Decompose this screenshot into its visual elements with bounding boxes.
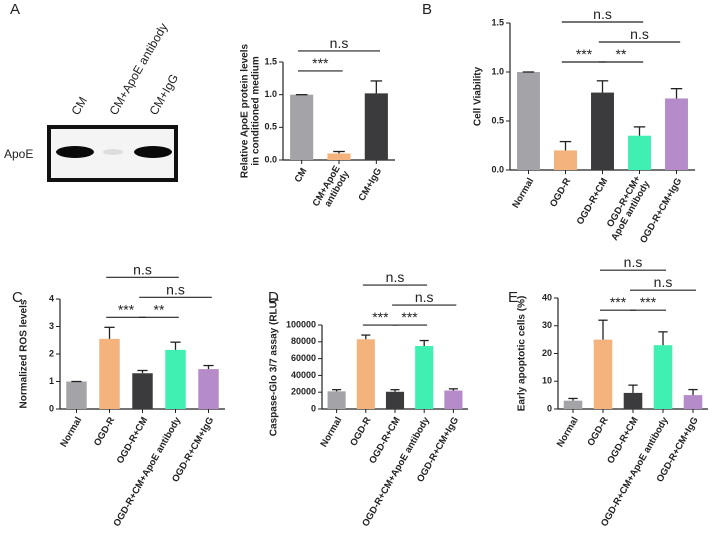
x-tick-label: OGD-R	[585, 415, 610, 448]
bar	[327, 391, 346, 409]
x-tick-label: CM+IgG	[357, 166, 385, 203]
y-tick-label: 1.0	[491, 66, 504, 76]
y-axis-title: Cell Viability	[473, 66, 484, 126]
western-blot: CM CM+ApoE antibody CM+IgG ApoE	[4, 21, 181, 182]
comparison-label: n.s	[386, 269, 405, 285]
bar	[444, 390, 463, 409]
comparison-label: ***	[372, 309, 389, 325]
comparison-label: n.s	[330, 35, 349, 51]
comparison-label: n.s	[166, 281, 185, 297]
x-tick-label: OGD-R+CM	[575, 176, 611, 227]
bar	[198, 369, 219, 409]
blot-band	[134, 146, 172, 158]
x-tick-label: Normal	[555, 415, 581, 449]
comparison-label: ***	[118, 301, 135, 317]
bar	[66, 381, 87, 409]
x-tick-label: OGD-R	[548, 176, 573, 209]
bar	[554, 150, 577, 170]
lane-label: CM	[68, 94, 89, 117]
x-tick-label: Normal	[318, 415, 344, 449]
y-tick-label: 1	[49, 376, 54, 386]
y-tick-label: 2	[49, 348, 54, 358]
y-axis-title: Caspase-Glo 3/7 assay (RLU)	[269, 298, 280, 436]
bar	[517, 72, 540, 170]
panel-label: A	[10, 1, 20, 18]
bar	[628, 135, 651, 170]
bar	[665, 98, 688, 170]
y-tick-label: 20000	[291, 387, 316, 397]
blot-band	[56, 146, 94, 158]
bar	[563, 400, 583, 409]
y-tick-label: 10	[542, 376, 552, 386]
y-tick-label: 30	[542, 320, 552, 330]
bar	[290, 94, 314, 160]
y-tick-label: 100000	[286, 319, 316, 329]
comparison-label: ***	[401, 309, 418, 325]
lane-label: CM+IgG	[146, 72, 181, 118]
x-tick-label: OGD-R	[92, 415, 117, 448]
y-tick-label: 0	[311, 403, 316, 413]
bar	[99, 338, 120, 409]
y-tick-label: 1.0	[264, 89, 277, 99]
blot-band	[103, 149, 123, 155]
comparison-label: n.s	[133, 261, 152, 277]
y-tick-label: 0.0	[264, 154, 277, 164]
bar	[623, 392, 643, 409]
comparison-label: **	[154, 301, 165, 317]
y-axis-title: Early apoptotic cells (%)	[517, 296, 528, 412]
y-axis-title: Relative ApoE protein levelsin condition…	[239, 44, 261, 179]
y-tick-label: 3	[49, 321, 54, 331]
comparison-label: ***	[312, 55, 329, 71]
bar	[683, 395, 703, 409]
x-tick-label: Normal	[58, 415, 84, 449]
band-label: ApoE	[4, 147, 33, 161]
x-tick-label: Normal	[510, 176, 536, 210]
panel-label: C	[12, 289, 23, 306]
y-tick-label: 80000	[291, 336, 316, 346]
x-tick-label: OGD-R+CM+ApoE antibody	[111, 415, 183, 529]
comparison-label: n.s	[415, 289, 434, 305]
x-tick-label: OGD-R	[348, 415, 373, 448]
y-tick-label: 40	[542, 292, 552, 302]
y-tick-label: 1.5	[264, 56, 277, 66]
bar	[132, 373, 153, 409]
comparison-label: n.s	[624, 254, 643, 270]
comparison-label: ***	[576, 46, 593, 62]
x-tick-label: CM	[293, 166, 310, 184]
bar	[653, 345, 673, 409]
y-tick-label: 0.0	[491, 164, 504, 174]
y-tick-label: 20	[542, 348, 552, 358]
comparison-label: ***	[640, 294, 657, 310]
y-tick-label: 1.5	[491, 17, 504, 27]
bar	[385, 391, 405, 409]
panel-label: D	[268, 289, 279, 306]
y-tick-label: 40000	[291, 370, 316, 380]
panel-label: B	[422, 1, 432, 18]
bar	[415, 346, 434, 409]
y-tick-label: 0.5	[264, 122, 277, 132]
bar	[364, 93, 388, 160]
x-tick-label: CM+ApoEantibody	[310, 163, 351, 213]
y-tick-label: 0.5	[491, 115, 504, 125]
panel-label: E	[508, 289, 518, 306]
bar	[356, 339, 375, 409]
y-tick-label: 0	[547, 403, 552, 413]
x-tick-label: OGD-R+CM	[115, 415, 151, 466]
bar	[165, 349, 186, 409]
y-tick-label: 4	[49, 293, 54, 303]
y-tick-label: 60000	[291, 353, 316, 363]
comparison-label: n.s	[630, 26, 649, 42]
bar	[591, 92, 614, 170]
comparison-label: n.s	[593, 6, 612, 22]
comparison-label: n.s	[654, 274, 673, 290]
comparison-label: ***	[610, 294, 627, 310]
bar	[327, 153, 351, 160]
y-axis-title: Normalized ROS levels	[19, 299, 30, 408]
y-tick-label: 0	[49, 403, 54, 413]
comparison-label: **	[616, 46, 627, 62]
bar	[593, 339, 613, 409]
